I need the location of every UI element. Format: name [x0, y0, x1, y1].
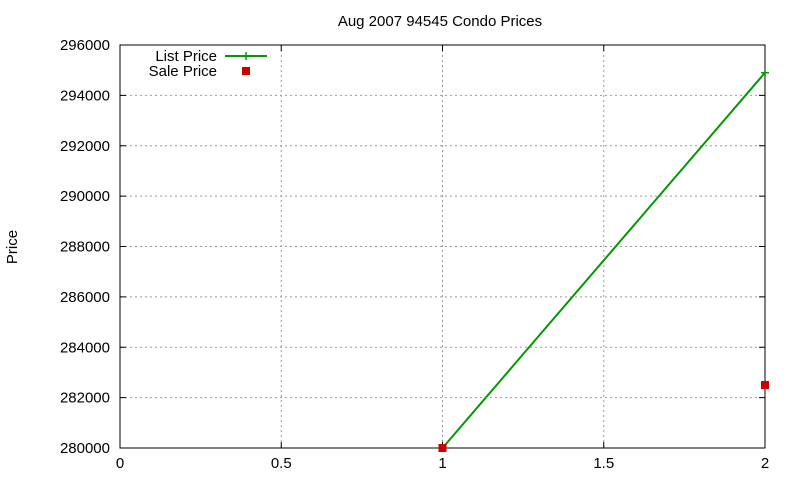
y-axis-label: Price	[4, 230, 21, 264]
y-tick-label: 280000	[60, 440, 110, 457]
y-tick-label: 286000	[60, 289, 110, 306]
grid	[120, 45, 765, 448]
y-tick-label: 290000	[60, 188, 110, 205]
chart-title: Aug 2007 94545 Condo Prices	[338, 13, 542, 30]
y-tick-label: 292000	[60, 138, 110, 155]
series	[438, 68, 769, 452]
y-tick-label: 282000	[60, 390, 110, 407]
y-tick-label: 294000	[60, 87, 110, 104]
y-tick-label: 296000	[60, 37, 110, 54]
legend-swatch-marker-sale-price	[242, 67, 250, 75]
y-tick-label: 288000	[60, 239, 110, 256]
sale-price-point	[438, 444, 447, 452]
y-tick-label: 284000	[60, 339, 110, 356]
legend-swatch-marker-list-price	[242, 52, 250, 60]
x-tick-label: 1.5	[593, 455, 614, 472]
x-tick-label: 2	[761, 455, 769, 472]
sale-price-point	[761, 381, 769, 390]
x-tick-label: 1	[438, 455, 446, 472]
x-tick-label: 0.5	[271, 455, 292, 472]
axis-ticks: 0 0.5 1 1.5 2 280000 282000 284000 286000 288000 2…	[60, 37, 769, 472]
x-tick-label: 0	[116, 455, 124, 472]
legend-label-list-price: List Price	[155, 48, 217, 65]
list-price-line	[441, 72, 766, 449]
legend-label-sale-price: Sale Price	[149, 63, 217, 80]
list-price-point	[761, 68, 769, 77]
